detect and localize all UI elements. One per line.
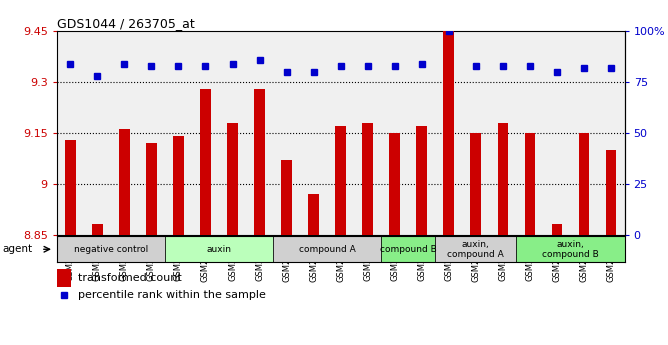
Text: negative control: negative control — [73, 245, 148, 254]
Bar — [444, 31, 454, 235]
Bar — [362, 122, 373, 235]
Bar — [578, 133, 589, 235]
Bar — [308, 194, 319, 235]
Bar — [606, 150, 617, 235]
Bar — [470, 133, 481, 235]
Text: auxin: auxin — [206, 245, 232, 254]
Text: compound A: compound A — [299, 245, 355, 254]
Bar — [227, 122, 238, 235]
Bar — [552, 224, 562, 235]
Bar — [516, 236, 625, 262]
Bar — [173, 136, 184, 235]
Bar — [273, 236, 381, 262]
Bar — [436, 236, 516, 262]
Bar — [146, 143, 157, 235]
Text: agent: agent — [3, 244, 33, 254]
Bar — [498, 122, 508, 235]
Bar — [65, 140, 75, 235]
Bar — [165, 236, 273, 262]
Bar — [416, 126, 428, 235]
Bar — [389, 133, 400, 235]
Bar — [119, 129, 130, 235]
Bar — [200, 89, 211, 235]
Bar — [92, 224, 103, 235]
Bar — [335, 126, 346, 235]
Text: compound B: compound B — [380, 245, 437, 254]
Bar — [381, 236, 436, 262]
Text: auxin,
compound B: auxin, compound B — [542, 239, 599, 259]
Text: transformed count: transformed count — [78, 273, 182, 283]
Bar — [57, 236, 165, 262]
Text: auxin,
compound A: auxin, compound A — [448, 239, 504, 259]
Bar — [281, 160, 292, 235]
Bar — [57, 269, 71, 286]
Text: percentile rank within the sample: percentile rank within the sample — [78, 290, 267, 300]
Text: GDS1044 / 263705_at: GDS1044 / 263705_at — [57, 17, 194, 30]
Bar — [524, 133, 535, 235]
Bar — [254, 89, 265, 235]
